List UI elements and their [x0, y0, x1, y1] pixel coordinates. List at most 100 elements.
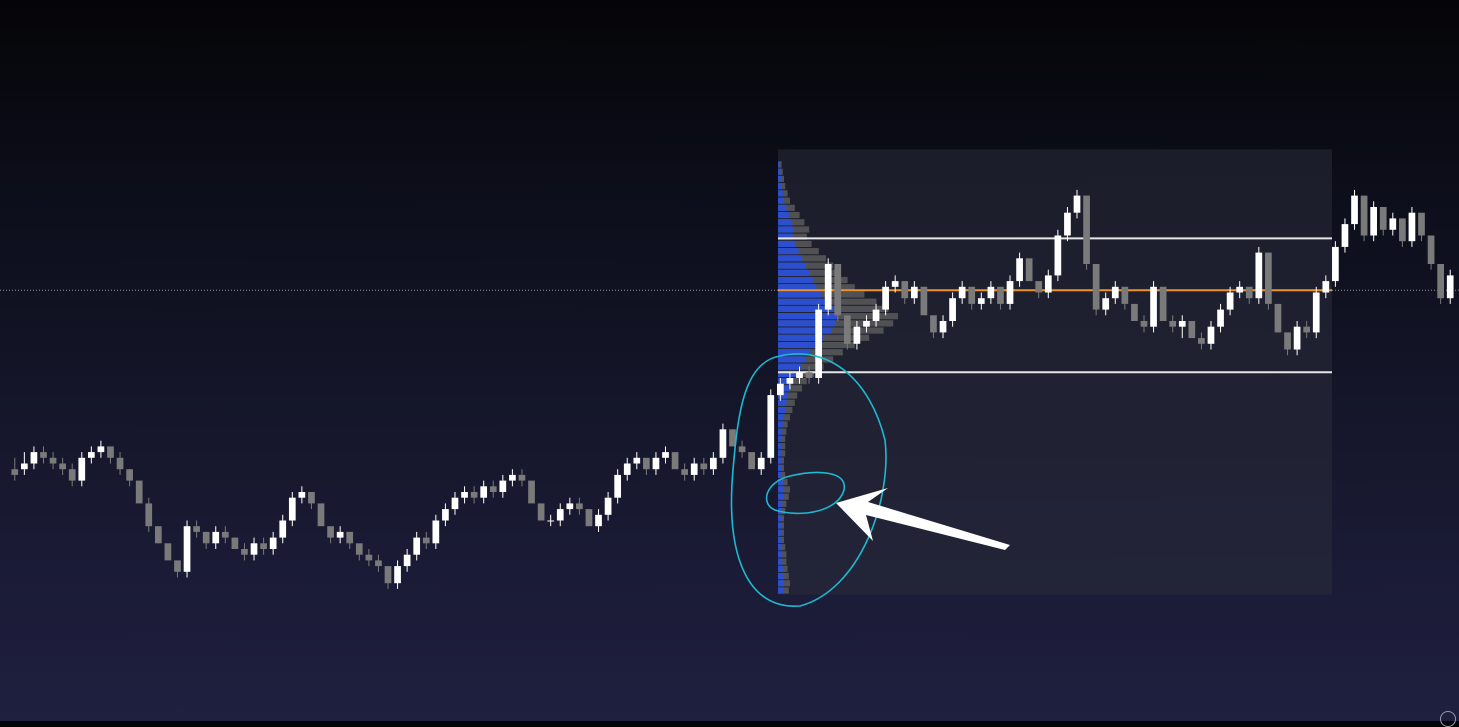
- bullish-candle: [394, 560, 401, 589]
- profile-bar-buy: [778, 299, 827, 305]
- bullish-candle: [758, 452, 765, 475]
- bullish-candle: [279, 515, 286, 544]
- profile-bar-buy: [778, 356, 806, 362]
- candle-body: [385, 566, 392, 583]
- candle-body: [1361, 196, 1368, 236]
- candle-body: [78, 458, 85, 481]
- candle-body: [50, 458, 57, 464]
- candle-body: [145, 503, 152, 526]
- profile-bar-buy: [778, 176, 781, 182]
- candle-body: [442, 509, 449, 520]
- candle-body: [1313, 293, 1320, 333]
- profile-bar-buy: [778, 530, 781, 536]
- bearish-candle: [117, 452, 124, 475]
- profile-bar-buy: [778, 551, 782, 557]
- candle-body: [959, 287, 966, 298]
- candle-body: [432, 521, 439, 544]
- bullish-candle: [337, 526, 344, 543]
- candle-body: [1294, 327, 1301, 350]
- bullish-candle: [595, 509, 602, 532]
- profile-bar-buy: [778, 364, 801, 370]
- candle-body: [356, 543, 363, 554]
- candle-body: [844, 315, 851, 344]
- profile-bar-buy: [778, 501, 782, 507]
- candle-body: [31, 452, 38, 463]
- candle-body: [1122, 287, 1129, 304]
- bullish-candle: [404, 549, 411, 572]
- profile-bar-buy: [778, 421, 783, 427]
- candle-body: [1188, 321, 1195, 338]
- bullish-candle: [299, 486, 306, 503]
- bearish-candle: [40, 446, 47, 463]
- bearish-candle: [136, 481, 143, 504]
- bullish-candle: [825, 258, 832, 315]
- candle-body: [1083, 196, 1090, 264]
- candle-body: [787, 378, 794, 384]
- bullish-candle: [212, 526, 219, 549]
- candle-body: [815, 310, 822, 378]
- candle-body: [1255, 253, 1262, 299]
- bearish-candle: [203, 532, 210, 549]
- profile-bar-buy: [778, 270, 809, 276]
- bullish-candle: [547, 515, 554, 526]
- candle-body: [806, 372, 813, 378]
- candle-body: [11, 469, 18, 475]
- profile-bar-buy: [778, 212, 789, 218]
- candle-body: [595, 515, 602, 526]
- candle-body: [691, 464, 698, 475]
- bearish-candle: [1083, 196, 1090, 270]
- candle-body: [88, 452, 95, 458]
- candle-body: [241, 549, 248, 555]
- candle-body: [720, 429, 727, 458]
- candle-body: [672, 452, 679, 469]
- candle-body: [1265, 253, 1272, 304]
- profile-bar-buy: [778, 161, 780, 167]
- bullish-candle: [480, 481, 487, 504]
- profile-bar-buy: [778, 400, 786, 406]
- bullish-candle: [461, 486, 468, 503]
- candle-body: [882, 287, 889, 310]
- profile-bar-buy: [778, 342, 816, 348]
- profile-bar-buy: [778, 450, 782, 456]
- candle-body: [519, 475, 526, 481]
- bearish-candle: [681, 464, 688, 481]
- candle-body: [547, 521, 554, 522]
- candle-body: [863, 321, 870, 327]
- profile-bar-buy: [778, 313, 838, 319]
- candle-body: [1227, 293, 1234, 310]
- candle-body: [796, 372, 803, 378]
- bullish-candle: [88, 446, 95, 463]
- bearish-candle: [1428, 236, 1435, 270]
- bullish-candle: [720, 424, 727, 464]
- bullish-candle: [21, 452, 28, 475]
- candle-body: [1016, 258, 1023, 281]
- candle-body: [1150, 287, 1157, 327]
- bearish-candle: [672, 452, 679, 469]
- profile-bar-buy: [778, 255, 802, 261]
- candle-body: [117, 458, 124, 469]
- candle-body: [557, 509, 564, 520]
- bullish-candle: [624, 458, 631, 481]
- profile-bar-buy: [778, 544, 782, 550]
- profile-bar-buy: [778, 248, 798, 254]
- bullish-candle: [289, 492, 296, 526]
- candle-body: [471, 492, 478, 498]
- profile-bar-buy: [778, 277, 813, 283]
- candle-body: [1246, 287, 1253, 298]
- candle-body: [566, 503, 573, 509]
- candle-body: [232, 538, 239, 549]
- bullish-candle: [815, 304, 822, 384]
- bearish-candle: [375, 555, 382, 572]
- corner-settings-button[interactable]: [1440, 711, 1456, 727]
- bearish-candle: [700, 458, 707, 475]
- bearish-candle: [59, 458, 66, 475]
- candle-body: [452, 498, 459, 509]
- bullish-candle: [442, 503, 449, 526]
- bearish-candle: [318, 503, 325, 526]
- bearish-candle: [576, 498, 583, 515]
- bullish-candle: [633, 452, 640, 469]
- candle-body: [921, 287, 928, 316]
- candle-body: [270, 538, 277, 549]
- candle-body: [1236, 287, 1243, 293]
- bullish-candle: [566, 498, 573, 515]
